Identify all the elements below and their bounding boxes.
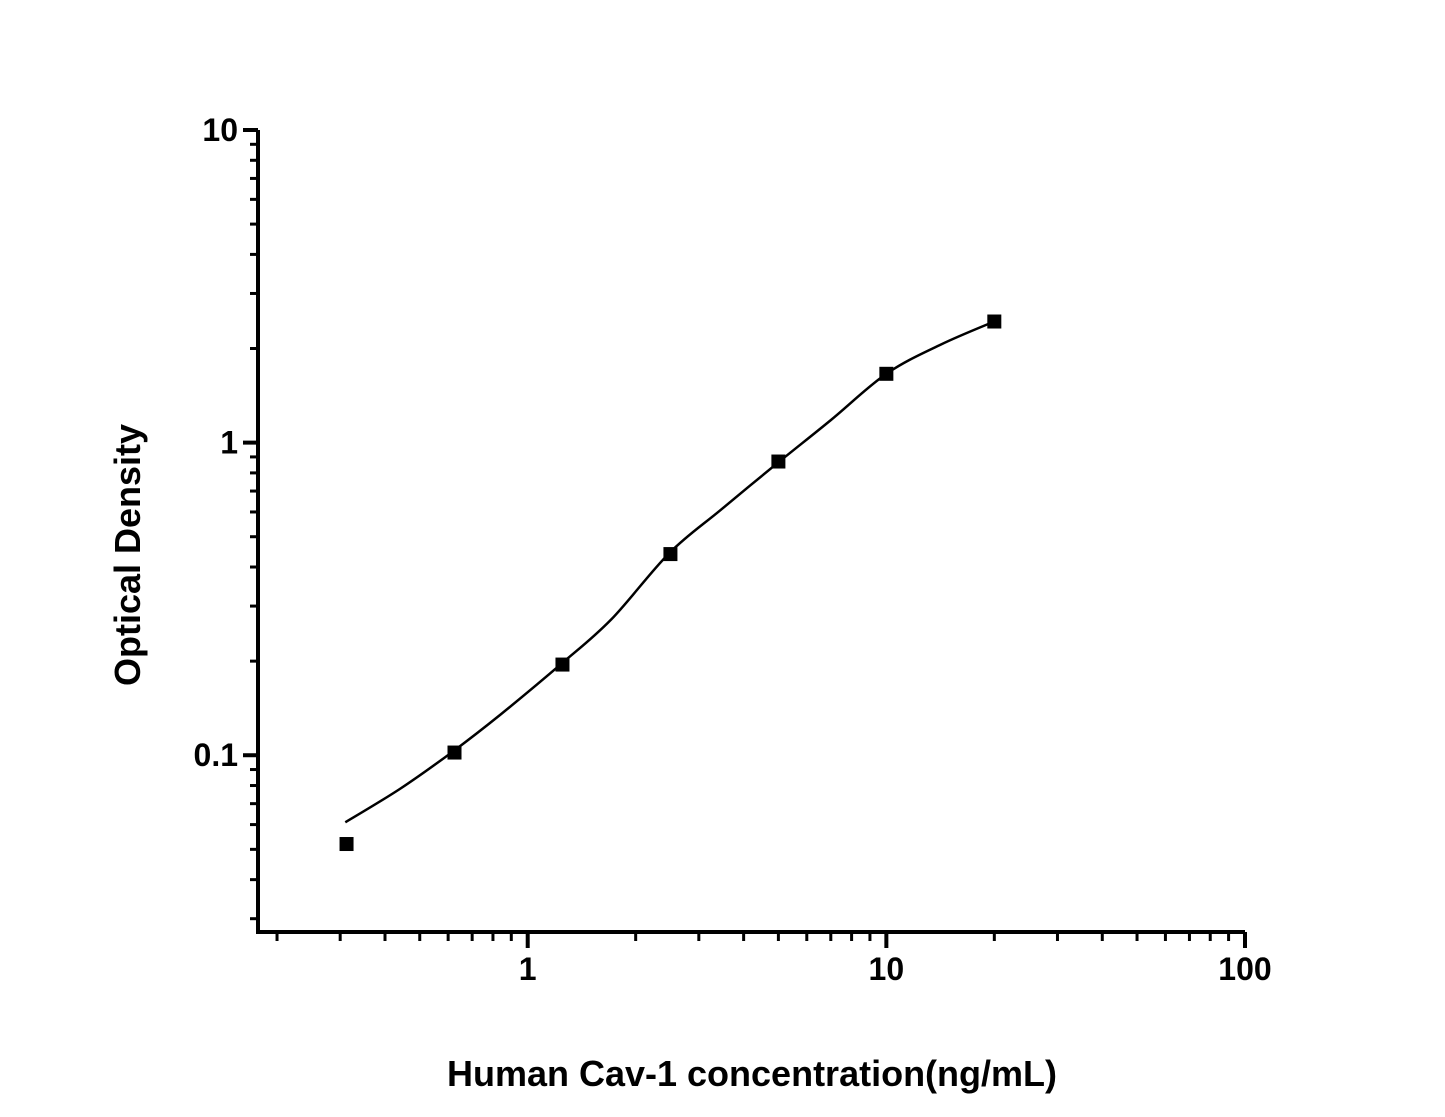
x-axis-tick-label: 1 [519, 951, 537, 987]
fit-curve-layer [344, 320, 995, 824]
fit-curve [344, 320, 995, 824]
axes-layer: 1 10 100 0.1 1 10 [194, 112, 1272, 987]
y-axis-tick-label: 1 [220, 425, 238, 461]
y-axis-title: Optical Density [107, 424, 148, 686]
x-axis-tick-label: 10 [869, 951, 905, 987]
data-point-marker [555, 657, 570, 672]
data-point-marker [663, 547, 678, 562]
data-point-marker [447, 745, 462, 760]
y-axis-tick-label: 10 [202, 112, 238, 148]
x-axis-title: Human Cav-1 concentration(ng/mL) [447, 1053, 1057, 1094]
data-point-marker [987, 314, 1002, 329]
data-point-marker [771, 454, 786, 469]
y-axis-tick-label: 0.1 [194, 737, 238, 773]
data-point-marker [339, 837, 354, 852]
data-points-layer [339, 314, 1002, 852]
data-point-marker [879, 366, 894, 381]
x-axis-tick-label: 100 [1218, 951, 1271, 987]
